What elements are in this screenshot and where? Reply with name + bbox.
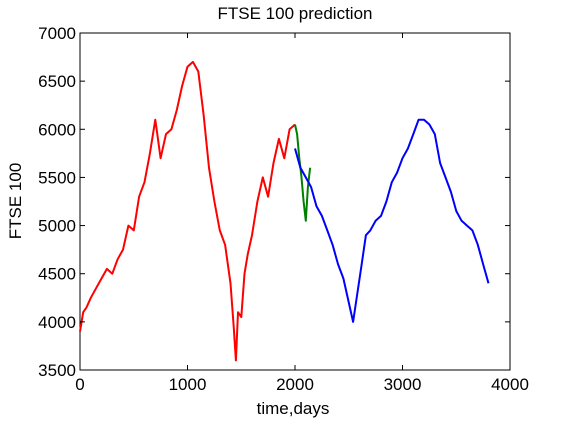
y-tick-label: 4500 [38, 265, 76, 284]
x-tick-label: 2000 [276, 375, 314, 394]
x-tick-label: 0 [75, 375, 84, 394]
y-tick-label: 5000 [38, 217, 76, 236]
y-tick-label: 7000 [38, 24, 76, 43]
series-line-green [294, 124, 312, 222]
x-tick-label: 3000 [384, 375, 422, 394]
y-tick-label: 3500 [38, 361, 76, 380]
x-tick-label: 1000 [169, 375, 207, 394]
series-line-red [79, 60, 296, 362]
x-axis-label: time,days [257, 399, 330, 418]
ticks-layer: 0 1000 2000 3000 4000 3500 4000 4500 5000 5500 600… [38, 24, 529, 394]
y-tick-label: 6500 [38, 72, 76, 91]
y-tick-label: 4000 [38, 313, 76, 332]
chart-title: FTSE 100 prediction [218, 4, 373, 23]
plot-area-frame [79, 32, 511, 371]
y-axis-label: FTSE 100 [6, 163, 25, 240]
y-tick-label: 6000 [38, 120, 76, 139]
x-tick-label: 4000 [491, 375, 529, 394]
series-line-blue [294, 118, 490, 323]
y-tick-label: 5500 [38, 168, 76, 187]
series-layer [79, 60, 490, 362]
